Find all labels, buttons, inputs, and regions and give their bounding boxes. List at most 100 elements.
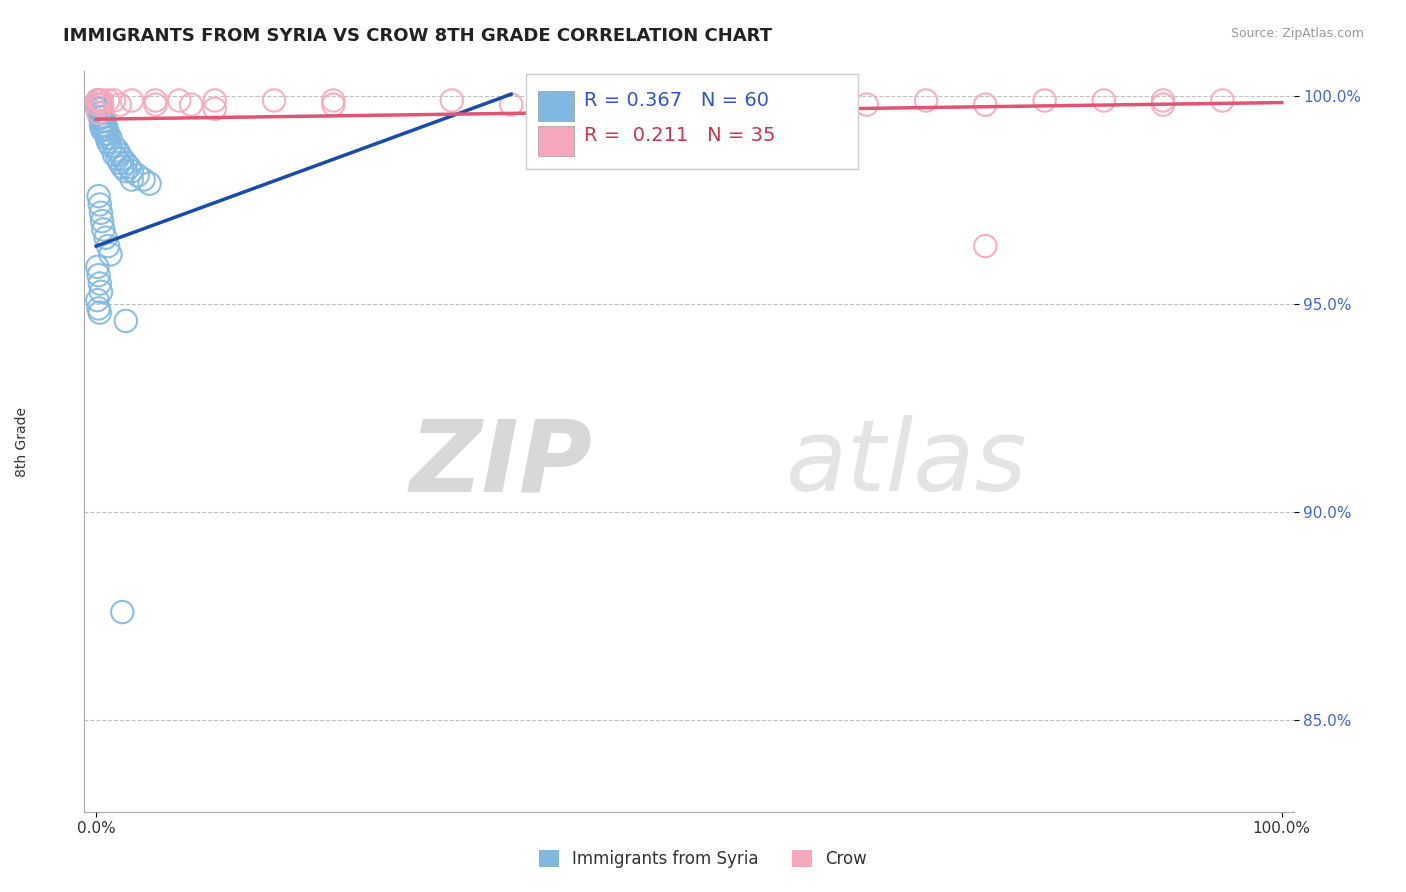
Point (86, 260, 108, 274)
Point (974, 239, 997, 253)
Point (86, 102, 108, 116)
Point (91, 110, 114, 124)
Point (118, 160, 141, 174)
Point (108, 97, 131, 112)
Point (97, 94, 120, 108)
Point (1033, 94, 1056, 108)
FancyBboxPatch shape (538, 126, 574, 156)
Point (1152, 94, 1174, 108)
Point (121, 172, 143, 186)
Point (111, 152, 134, 166)
Point (93, 122, 115, 136)
Point (94, 119, 117, 133)
Point (103, 94, 125, 108)
Point (204, 102, 226, 116)
FancyBboxPatch shape (538, 91, 574, 121)
Point (94, 231, 117, 245)
Point (90, 285, 112, 299)
Point (91, 222, 114, 236)
Point (87, 268, 110, 282)
Point (167, 94, 190, 108)
Point (322, 97, 344, 112)
Y-axis label: 8th Grade: 8th Grade (15, 407, 28, 476)
Point (796, 94, 818, 108)
Point (180, 97, 202, 112)
Point (91, 119, 114, 133)
Point (100, 247, 122, 261)
Point (96, 122, 118, 136)
Text: Source: ZipAtlas.com: Source: ZipAtlas.com (1230, 27, 1364, 40)
Point (87, 106, 110, 120)
Point (91, 94, 114, 108)
Point (132, 172, 155, 186)
Text: IMMIGRANTS FROM SYRIA VS CROW 8TH GRADE CORRELATION CHART: IMMIGRANTS FROM SYRIA VS CROW 8TH GRADE … (63, 27, 772, 45)
Point (115, 314, 138, 328)
Point (121, 94, 143, 108)
Point (87, 301, 110, 316)
Point (115, 164, 138, 178)
Point (1152, 97, 1174, 112)
Point (103, 147, 125, 161)
Point (108, 147, 131, 161)
Point (91, 106, 114, 120)
Point (90, 110, 112, 124)
Point (115, 156, 138, 170)
Legend: Immigrants from Syria, Crow: Immigrants from Syria, Crow (533, 843, 873, 875)
Point (89, 305, 111, 319)
Point (97, 135, 120, 149)
Point (97, 127, 120, 141)
Point (86, 97, 108, 112)
Point (103, 139, 125, 153)
Point (90, 102, 112, 116)
Point (1092, 94, 1115, 108)
Point (89, 277, 111, 291)
Point (87, 189, 110, 203)
Point (93, 114, 115, 128)
Point (440, 94, 463, 108)
Text: atlas: atlas (786, 416, 1028, 512)
Point (915, 94, 938, 108)
Point (89, 94, 111, 108)
Point (86, 94, 108, 108)
Point (204, 94, 226, 108)
FancyBboxPatch shape (526, 74, 858, 169)
Point (91, 97, 114, 112)
Point (86, 97, 108, 112)
Point (90, 206, 112, 220)
Point (121, 164, 143, 178)
Point (107, 152, 129, 166)
Point (145, 94, 167, 108)
Point (322, 94, 344, 108)
Point (87, 106, 110, 120)
Point (87, 94, 110, 108)
Point (678, 94, 700, 108)
Point (94, 127, 117, 141)
Point (86, 94, 108, 108)
Point (89, 197, 111, 211)
Point (111, 160, 134, 174)
Point (737, 97, 759, 112)
Point (855, 97, 877, 112)
Point (974, 97, 997, 112)
Point (560, 94, 582, 108)
Point (90, 119, 112, 133)
Point (108, 156, 131, 170)
Point (91, 114, 114, 128)
Point (111, 605, 134, 619)
Point (96, 131, 118, 145)
Point (145, 97, 167, 112)
Point (100, 139, 122, 153)
Point (91, 122, 114, 136)
Point (89, 106, 111, 120)
Point (97, 239, 120, 253)
Point (86, 293, 108, 307)
Point (107, 144, 129, 158)
Point (1211, 94, 1233, 108)
Text: R =  0.211   N = 35: R = 0.211 N = 35 (583, 127, 775, 145)
Point (87, 94, 110, 108)
Point (127, 169, 149, 183)
Point (89, 110, 111, 124)
Point (138, 177, 160, 191)
Point (91, 214, 114, 228)
Text: ZIP: ZIP (409, 416, 592, 512)
